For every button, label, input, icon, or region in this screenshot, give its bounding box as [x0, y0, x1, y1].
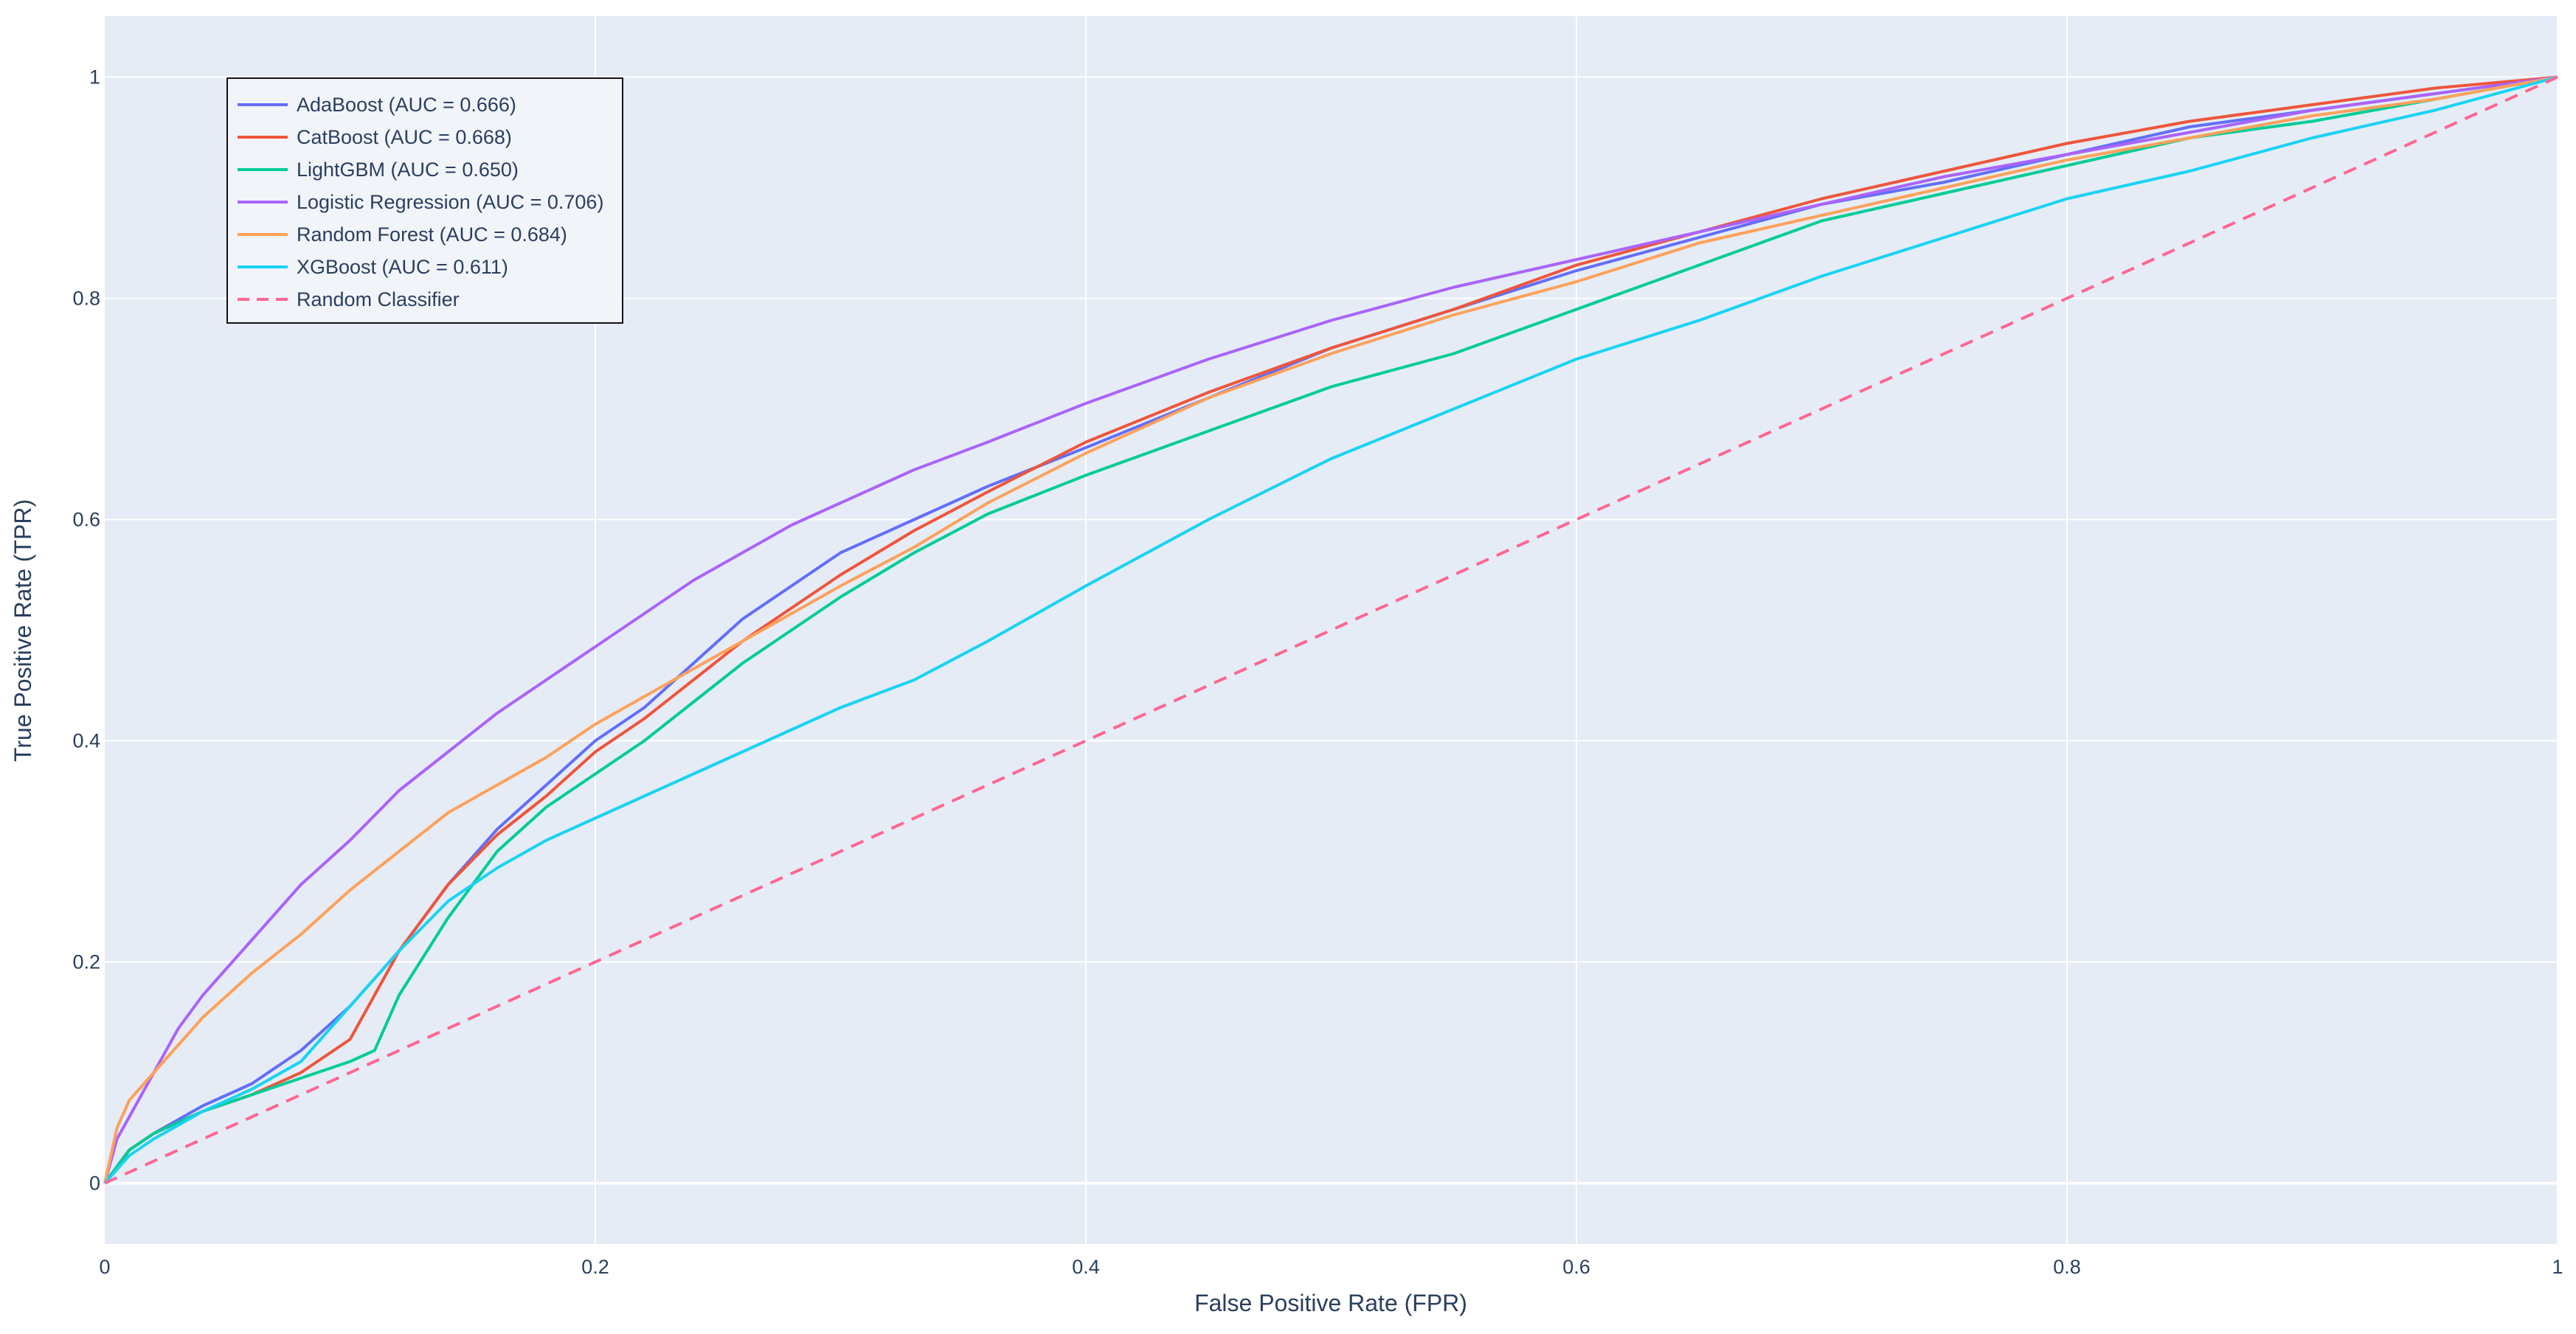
y-tick-labels: 0 0.2 0.4 0.6 0.8 1: [72, 66, 100, 1195]
legend-label: LightGBM (AUC = 0.650): [297, 159, 519, 181]
grid-lines: [105, 16, 2558, 1244]
y-tick-label: 1: [89, 66, 100, 88]
y-tick-label: 0: [89, 1173, 100, 1195]
legend-label: XGBoost (AUC = 0.611): [297, 256, 508, 278]
y-tick-label: 0.8: [72, 288, 100, 310]
y-tick-label: 0.4: [72, 730, 100, 752]
legend-box: [226, 77, 623, 324]
x-tick-label: 0.8: [2053, 1256, 2081, 1278]
y-axis-title: True Positive Rate (TPR): [10, 499, 36, 762]
x-tick-label: 1: [2552, 1256, 2563, 1278]
series-line: [103, 75, 2558, 1184]
y-tick-label: 0.2: [72, 951, 100, 973]
series-line: [103, 75, 2558, 1184]
legend-label: Random Classifier: [297, 288, 460, 310]
x-tick-labels: 0 0.2 0.4 0.6 0.8 1: [99, 1256, 2563, 1278]
x-tick-label: 0: [99, 1256, 110, 1278]
legend-label: AdaBoost (AUC = 0.666): [297, 94, 516, 116]
legend-label: CatBoost (AUC = 0.668): [297, 126, 512, 148]
series-line: [103, 75, 2558, 1184]
y-tick-label: 0.6: [72, 509, 100, 531]
legend: AdaBoost (AUC = 0.666) CatBoost (AUC = 0.…: [226, 77, 623, 324]
series-lines: [103, 75, 2558, 1185]
series-line: [103, 75, 2558, 1184]
x-tick-label: 0.6: [1562, 1256, 1590, 1278]
legend-label: Logistic Regression (AUC = 0.706): [297, 191, 603, 213]
legend-label: Random Forest (AUC = 0.684): [297, 223, 567, 246]
x-axis-title: False Positive Rate (FPR): [1194, 1290, 1467, 1316]
series-line: [103, 75, 2558, 1184]
x-tick-label: 0.2: [581, 1256, 609, 1278]
x-tick-label: 0.4: [1072, 1256, 1100, 1278]
series-line: [104, 75, 2558, 1185]
series-line: [103, 75, 2558, 1184]
